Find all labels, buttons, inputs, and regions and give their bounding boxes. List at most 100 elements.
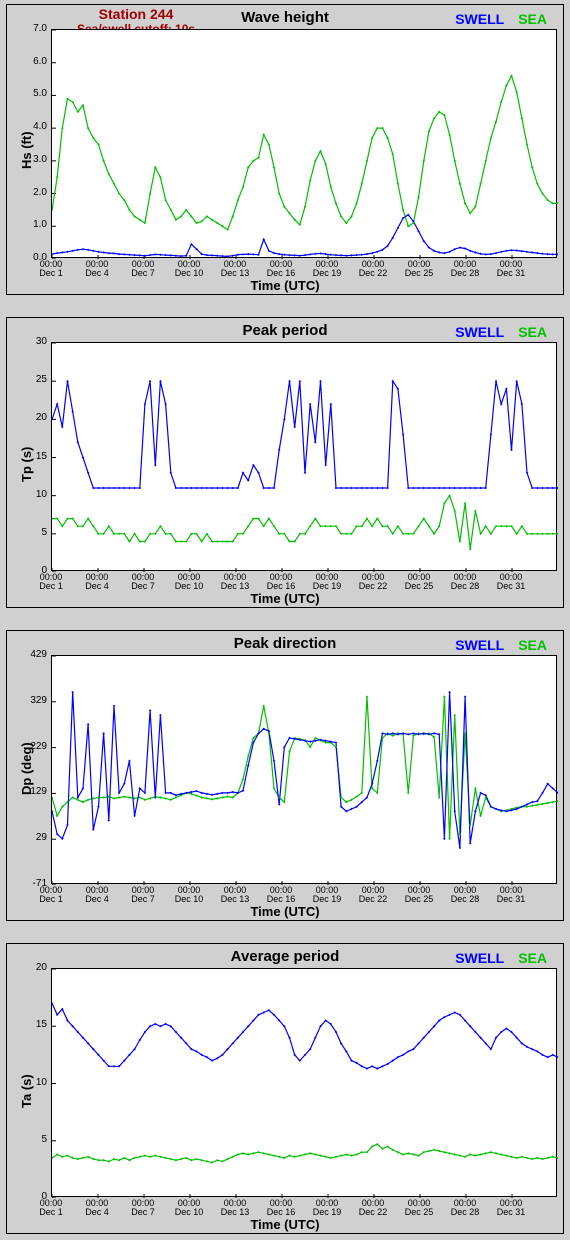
xtick-hs-4: 00:00Dec 13 [221, 260, 250, 279]
xtick-tp-10: 00:00Dec 31 [497, 573, 526, 592]
xtick-tp-2: 00:00Dec 7 [131, 573, 155, 592]
xtick-hs-6: 00:00Dec 19 [313, 260, 342, 279]
xtick-ta-5: 00:00Dec 16 [267, 1199, 296, 1218]
panel-dp-svg [52, 656, 558, 885]
series-dp-swell [52, 692, 558, 848]
xtick-hs-5: 00:00Dec 16 [267, 260, 296, 279]
xtick-hs-2: 00:00Dec 7 [131, 260, 155, 279]
panel-dp-legend: SWELL SEA [455, 637, 547, 653]
legend-sea: SEA [518, 637, 547, 653]
xtick-dp-9: 00:00Dec 28 [451, 886, 480, 905]
panel-ta: Average periodSWELLSEATa (s)Time (UTC)05… [6, 943, 564, 1234]
panel-hs-legend: SWELL SEA [455, 11, 547, 27]
legend-sea: SEA [518, 11, 547, 27]
ytick-ta-3: 15 [19, 1020, 47, 1030]
xtick-ta-3: 00:00Dec 10 [175, 1199, 204, 1218]
xtick-tp-6: 00:00Dec 19 [313, 573, 342, 592]
panel-ta-svg [52, 969, 558, 1198]
xtick-tp-0: 00:00Dec 1 [39, 573, 63, 592]
xtick-hs-1: 00:00Dec 4 [85, 260, 109, 279]
xtick-hs-3: 00:00Dec 10 [175, 260, 204, 279]
series-ta-swell [52, 1003, 558, 1068]
xtick-hs-9: 00:00Dec 28 [451, 260, 480, 279]
ytick-hs-6: 6.0 [19, 57, 47, 67]
legend-sea: SEA [518, 324, 547, 340]
legend-sea: SEA [518, 950, 547, 966]
panel-ta-legend: SWELL SEA [455, 950, 547, 966]
ytick-tp-6: 30 [19, 337, 47, 347]
panel-tp-svg [52, 343, 558, 572]
series-hs-swell [52, 215, 558, 257]
ytick-hs-1: 1.0 [19, 220, 47, 230]
xtick-tp-8: 00:00Dec 25 [405, 573, 434, 592]
panel-ta-xlabel: Time (UTC) [7, 1217, 563, 1232]
panel-tp: Peak periodSWELLSEATp (s)Time (UTC)05101… [6, 317, 564, 608]
ytick-dp-2: 129 [19, 787, 47, 797]
xtick-dp-4: 00:00Dec 13 [221, 886, 250, 905]
xtick-ta-10: 00:00Dec 31 [497, 1199, 526, 1218]
xtick-tp-1: 00:00Dec 4 [85, 573, 109, 592]
xtick-dp-8: 00:00Dec 25 [405, 886, 434, 905]
panel-hs-svg [52, 30, 558, 259]
panel-tp-plot [51, 342, 557, 571]
ytick-dp-4: 329 [19, 696, 47, 706]
ytick-hs-2: 2.0 [19, 188, 47, 198]
xtick-dp-1: 00:00Dec 4 [85, 886, 109, 905]
panel-hs-xlabel: Time (UTC) [7, 278, 563, 293]
panel-dp: Peak directionSWELLSEADp (deg)Time (UTC)… [6, 630, 564, 921]
xtick-tp-5: 00:00Dec 16 [267, 573, 296, 592]
panel-tp-xlabel: Time (UTC) [7, 591, 563, 606]
panel-hs: Station 244Sea/swell cutoff: 10sWave hei… [6, 4, 564, 295]
xtick-tp-7: 00:00Dec 22 [359, 573, 388, 592]
xtick-ta-7: 00:00Dec 22 [359, 1199, 388, 1218]
xtick-hs-10: 00:00Dec 31 [497, 260, 526, 279]
legend-swell: SWELL [455, 637, 504, 653]
ytick-hs-5: 5.0 [19, 89, 47, 99]
xtick-ta-0: 00:00Dec 1 [39, 1199, 63, 1218]
legend-swell: SWELL [455, 324, 504, 340]
panel-ta-plot [51, 968, 557, 1197]
xtick-ta-2: 00:00Dec 7 [131, 1199, 155, 1218]
xtick-ta-6: 00:00Dec 19 [313, 1199, 342, 1218]
xtick-tp-3: 00:00Dec 10 [175, 573, 204, 592]
xtick-hs-8: 00:00Dec 25 [405, 260, 434, 279]
panel-hs-plot [51, 29, 557, 258]
ytick-tp-2: 10 [19, 490, 47, 500]
xtick-dp-2: 00:00Dec 7 [131, 886, 155, 905]
xtick-dp-3: 00:00Dec 10 [175, 886, 204, 905]
xtick-dp-7: 00:00Dec 22 [359, 886, 388, 905]
xtick-dp-10: 00:00Dec 31 [497, 886, 526, 905]
xtick-hs-7: 00:00Dec 22 [359, 260, 388, 279]
ytick-hs-4: 4.0 [19, 122, 47, 132]
xtick-tp-4: 00:00Dec 13 [221, 573, 250, 592]
xtick-hs-0: 00:00Dec 1 [39, 260, 63, 279]
ytick-tp-3: 15 [19, 452, 47, 462]
ytick-tp-1: 5 [19, 528, 47, 538]
ytick-ta-1: 5 [19, 1135, 47, 1145]
ytick-tp-5: 25 [19, 375, 47, 385]
markers-hs [52, 75, 558, 258]
panel-dp-plot [51, 655, 557, 884]
series-tp-sea [52, 496, 558, 549]
xtick-dp-5: 00:00Dec 16 [267, 886, 296, 905]
ytick-hs-3: 3.0 [19, 155, 47, 165]
xtick-ta-8: 00:00Dec 25 [405, 1199, 434, 1218]
markers-ta [52, 1002, 558, 1163]
ytick-hs-7: 7.0 [19, 24, 47, 34]
xtick-ta-1: 00:00Dec 4 [85, 1199, 109, 1218]
legend-swell: SWELL [455, 11, 504, 27]
xtick-ta-9: 00:00Dec 28 [451, 1199, 480, 1218]
ytick-ta-2: 10 [19, 1078, 47, 1088]
xtick-tp-9: 00:00Dec 28 [451, 573, 480, 592]
ytick-tp-4: 20 [19, 413, 47, 423]
panel-dp-xlabel: Time (UTC) [7, 904, 563, 919]
ytick-dp-5: 429 [19, 650, 47, 660]
ytick-dp-3: 229 [19, 742, 47, 752]
xtick-dp-6: 00:00Dec 19 [313, 886, 342, 905]
panel-tp-legend: SWELL SEA [455, 324, 547, 340]
legend-swell: SWELL [455, 950, 504, 966]
xtick-dp-0: 00:00Dec 1 [39, 886, 63, 905]
xtick-ta-4: 00:00Dec 13 [221, 1199, 250, 1218]
ytick-ta-4: 20 [19, 963, 47, 973]
ytick-dp-1: 29 [19, 833, 47, 843]
